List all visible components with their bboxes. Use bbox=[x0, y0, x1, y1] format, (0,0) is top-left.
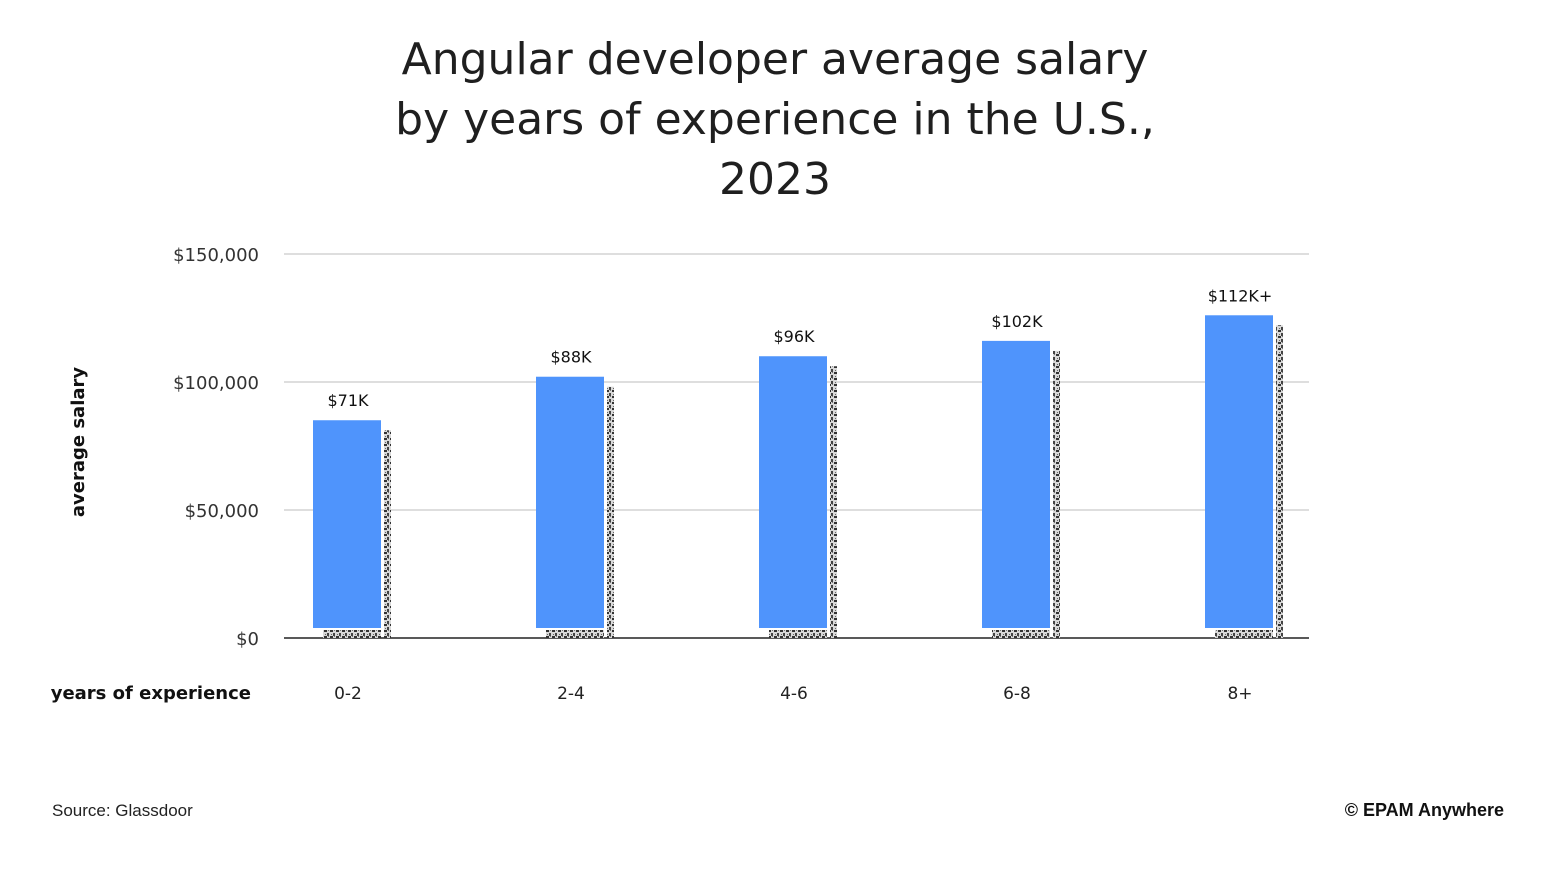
y-tick-label: $0 bbox=[236, 629, 259, 650]
bar-shadow bbox=[607, 386, 614, 638]
bar bbox=[759, 356, 827, 628]
bar bbox=[313, 420, 381, 628]
x-tick-label: 6-8 bbox=[1003, 684, 1031, 704]
chart-title-line-3: 2023 bbox=[719, 154, 831, 205]
bar-shadow-base bbox=[546, 630, 604, 638]
bar-shadow bbox=[1276, 325, 1283, 638]
x-tick-label: 0-2 bbox=[334, 684, 362, 704]
bar bbox=[536, 376, 604, 628]
brand-credit: © EPAM Anywhere bbox=[1344, 800, 1504, 820]
x-tick-label: 8+ bbox=[1227, 684, 1252, 704]
x-axis-label: years of experience bbox=[51, 683, 251, 704]
bar-value-label: $71K bbox=[327, 391, 369, 410]
bar-value-label: $96K bbox=[773, 327, 815, 346]
bar-shadow bbox=[1053, 350, 1060, 638]
x-axis-ticks: 0-2 2-4 4-6 6-8 8+ bbox=[334, 684, 1252, 704]
bar-shadow-base bbox=[769, 630, 827, 638]
source-note: Source: Glassdoor bbox=[52, 801, 193, 820]
bar bbox=[982, 340, 1050, 628]
chart-title-line-2: by years of experience in the U.S., bbox=[395, 94, 1155, 145]
bar-value-label: $112K+ bbox=[1208, 286, 1273, 305]
bar bbox=[1205, 315, 1273, 628]
x-tick-label: 4-6 bbox=[780, 684, 808, 704]
y-axis-ticks: $0 $50,000 $100,000 $150,000 bbox=[173, 245, 259, 650]
bar-shadow-base bbox=[1215, 630, 1273, 638]
bar-shadow bbox=[830, 366, 837, 638]
bar-shadow-base bbox=[992, 630, 1050, 638]
bar-value-label: $102K bbox=[991, 312, 1043, 331]
bar-shadow-base bbox=[323, 630, 381, 638]
x-tick-label: 2-4 bbox=[557, 684, 585, 704]
chart-title: Angular developer average salary by year… bbox=[0, 30, 1550, 210]
y-axis-label: average salary bbox=[68, 367, 89, 518]
y-tick-label: $50,000 bbox=[185, 501, 259, 522]
bars bbox=[313, 315, 1283, 638]
y-tick-label: $100,000 bbox=[173, 373, 259, 394]
value-labels: $71K $88K $96K $102K $112K+ bbox=[327, 286, 1272, 410]
y-tick-label: $150,000 bbox=[173, 245, 259, 266]
chart-title-line-1: Angular developer average salary bbox=[401, 34, 1149, 85]
bar-value-label: $88K bbox=[550, 348, 592, 367]
bar-shadow bbox=[384, 430, 391, 638]
